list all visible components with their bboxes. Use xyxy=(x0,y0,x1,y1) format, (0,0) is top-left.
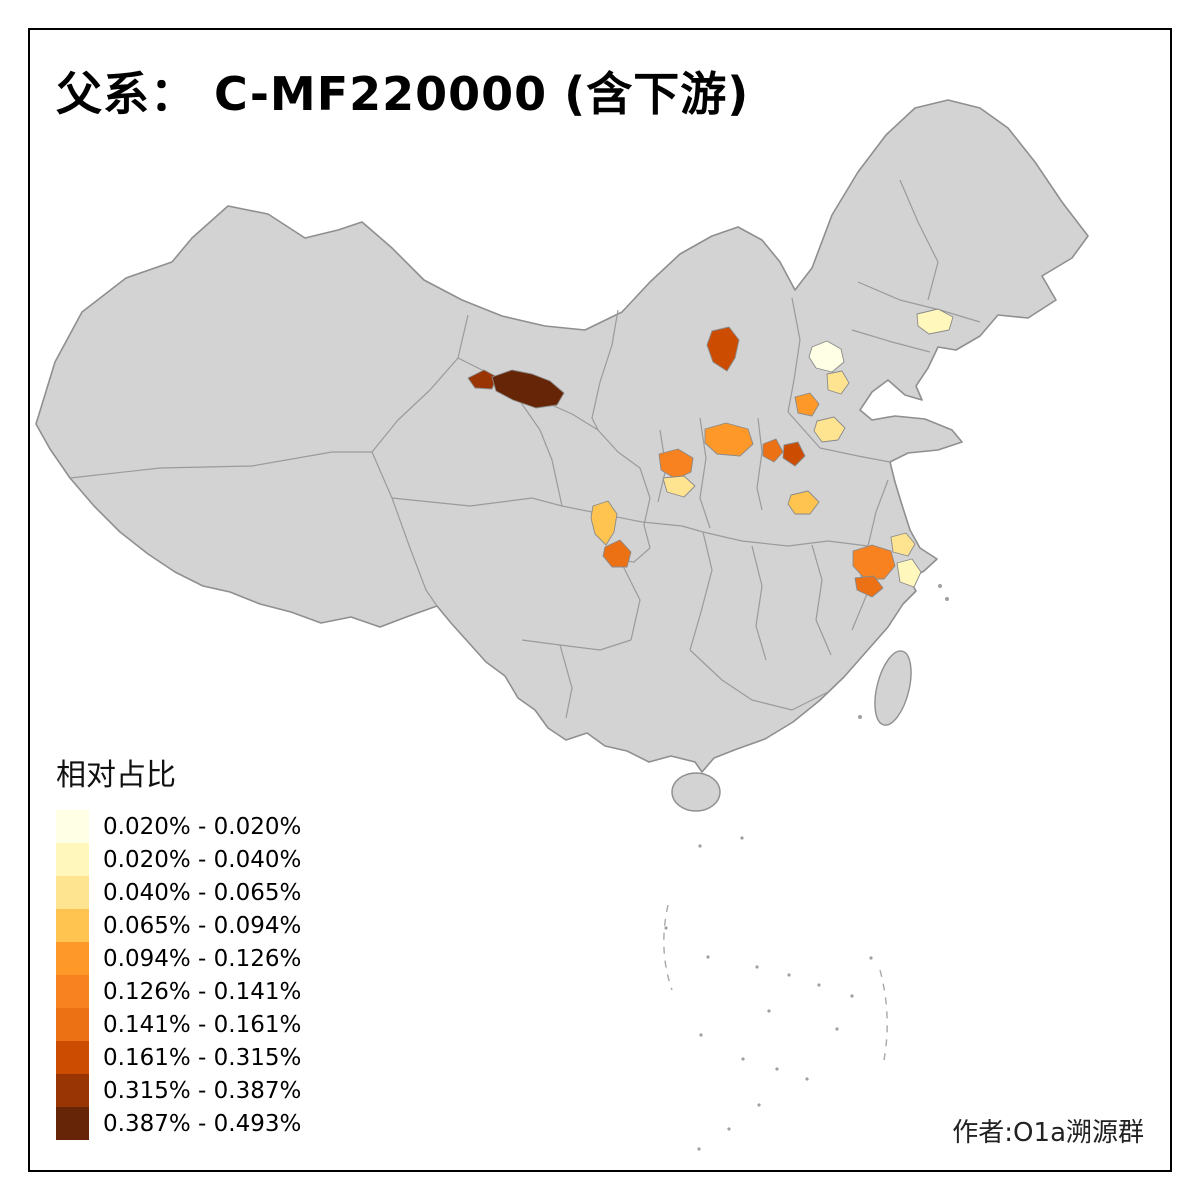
legend-label: 0.141% - 0.161% xyxy=(103,1011,302,1038)
legend-item: 0.387% - 0.493% xyxy=(56,1107,301,1140)
legend-swatch xyxy=(56,1107,89,1140)
legend-label: 0.387% - 0.493% xyxy=(103,1110,302,1137)
map-highlight-region xyxy=(590,500,618,546)
map-highlight-region xyxy=(662,475,696,498)
map-highlight-region xyxy=(704,422,754,457)
map-highlight-region xyxy=(813,416,846,443)
map-highlight-region xyxy=(808,340,845,373)
legend-item: 0.315% - 0.387% xyxy=(56,1074,301,1107)
map-highlight-region xyxy=(602,539,632,568)
legend-label: 0.126% - 0.141% xyxy=(103,978,302,1005)
map-highlight-region xyxy=(826,370,850,395)
map-highlight-region xyxy=(787,490,820,515)
legend-swatch xyxy=(56,1008,89,1041)
map-highlight-region xyxy=(854,575,884,598)
attribution: 作者:O1a溯源群 xyxy=(952,1118,1144,1148)
map-highlight-region xyxy=(890,532,916,557)
legend-item: 0.141% - 0.161% xyxy=(56,1008,301,1041)
legend-label: 0.020% - 0.020% xyxy=(103,813,302,840)
legend-swatch xyxy=(56,1041,89,1074)
map-highlight-region xyxy=(794,392,820,417)
plot-border-frame xyxy=(28,28,1172,1172)
map-highlight-region xyxy=(782,441,806,467)
map-highlight-region xyxy=(762,438,784,463)
legend-swatch xyxy=(56,876,89,909)
province-borders xyxy=(69,179,981,719)
sea-islands xyxy=(664,584,949,1151)
map-highlight-region xyxy=(706,326,740,372)
highlight-regions xyxy=(467,308,954,598)
legend-item: 0.020% - 0.040% xyxy=(56,843,301,876)
map-highlight-region xyxy=(658,448,694,480)
legend-item: 0.040% - 0.065% xyxy=(56,876,301,909)
legend-item: 0.020% - 0.020% xyxy=(56,810,301,843)
sea-dashed-lines xyxy=(663,904,888,1061)
legend-swatch xyxy=(56,909,89,942)
legend-title: 相对占比 xyxy=(56,758,176,793)
mainland-china xyxy=(35,99,1089,773)
taiwan-island xyxy=(874,650,912,726)
legend-label: 0.065% - 0.094% xyxy=(103,912,302,939)
legend-item: 0.126% - 0.141% xyxy=(56,975,301,1008)
legend-swatch xyxy=(56,975,89,1008)
map-highlight-region xyxy=(896,558,922,588)
map-highlight-region xyxy=(852,544,896,580)
map-highlight-region xyxy=(491,369,565,409)
legend-label: 0.094% - 0.126% xyxy=(103,945,302,972)
legend-item: 0.161% - 0.315% xyxy=(56,1041,301,1074)
legend-item: 0.094% - 0.126% xyxy=(56,942,301,975)
legend-item: 0.065% - 0.094% xyxy=(56,909,301,942)
legend-swatch xyxy=(56,1074,89,1107)
hainan-island xyxy=(671,772,721,812)
legend-swatch xyxy=(56,942,89,975)
legend-label: 0.040% - 0.065% xyxy=(103,879,302,906)
legend-swatch xyxy=(56,810,89,843)
legend-label: 0.161% - 0.315% xyxy=(103,1044,302,1071)
legend-swatch xyxy=(56,843,89,876)
legend-label: 0.315% - 0.387% xyxy=(103,1077,302,1104)
legend-label: 0.020% - 0.040% xyxy=(103,846,302,873)
page-title: 父系： C-MF220000 (含下游) xyxy=(56,67,750,121)
map-highlight-region xyxy=(916,308,954,335)
legend: 相对占比 0.020% - 0.020% 0.020% - 0.040% 0.0… xyxy=(56,750,301,1140)
